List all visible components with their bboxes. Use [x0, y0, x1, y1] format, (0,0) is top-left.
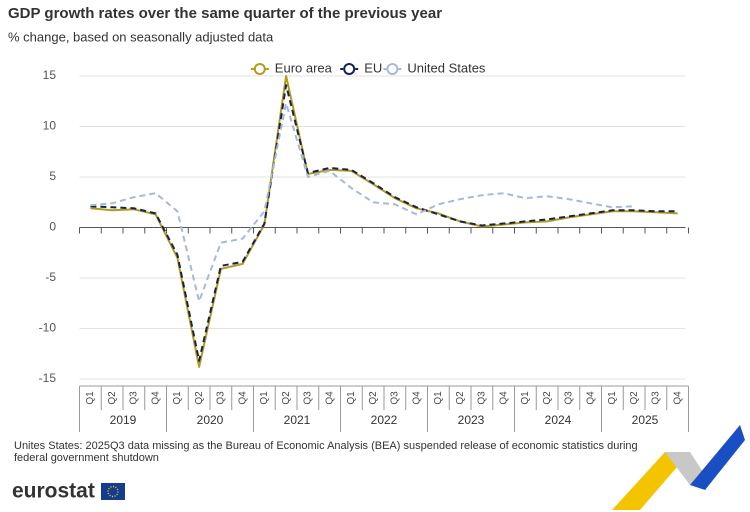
- x-tick-label: Q3: [216, 391, 227, 405]
- decor: [665, 452, 705, 485]
- x-group-label: 2024: [545, 413, 572, 427]
- x-group-label: 2025: [632, 413, 659, 427]
- y-tick-label: -5: [45, 270, 56, 284]
- x-tick-label: Q2: [194, 391, 205, 405]
- x-tick-label: Q2: [281, 391, 292, 405]
- series-line: [90, 102, 635, 303]
- chart-subtitle: % change, based on seasonally adjusted d…: [8, 29, 274, 44]
- x-tick-label: Q2: [107, 391, 118, 405]
- legend-label: EU: [364, 60, 382, 75]
- y-tick-label: 10: [43, 119, 57, 133]
- x-tick-label: Q1: [346, 391, 357, 405]
- x-tick-label: Q1: [607, 391, 618, 405]
- series-line: [90, 75, 678, 368]
- x-group-label: 2021: [284, 413, 311, 427]
- y-tick-label: -15: [39, 371, 57, 385]
- x-tick-label: Q1: [172, 391, 183, 405]
- x-tick-label: Q4: [672, 391, 683, 405]
- x-tick-label: Q3: [477, 391, 488, 405]
- y-tick-label: 0: [49, 220, 56, 234]
- x-group-label: 2020: [197, 413, 224, 427]
- x-tick-label: Q2: [629, 391, 640, 405]
- x-tick-label: Q3: [129, 391, 140, 405]
- footnote: Unites States: 2025Q3 data missing as th…: [14, 440, 638, 452]
- y-tick-label: 15: [43, 68, 57, 82]
- x-group-label: 2023: [458, 413, 485, 427]
- x-tick-label: Q4: [498, 391, 509, 405]
- x-tick-label: Q2: [368, 391, 379, 405]
- legend-label: Euro area: [275, 60, 333, 75]
- legend-marker: [343, 63, 356, 75]
- x-tick-label: Q3: [651, 391, 662, 405]
- x-tick-label: Q1: [85, 391, 96, 405]
- x-tick-label: Q4: [150, 391, 161, 405]
- x-group-label: 2022: [371, 413, 398, 427]
- x-tick-label: Q4: [411, 391, 422, 405]
- legend-marker: [386, 63, 399, 75]
- x-tick-label: Q1: [520, 391, 531, 405]
- x-tick-label: Q2: [542, 391, 553, 405]
- decor: [612, 452, 690, 510]
- decor: [690, 425, 745, 490]
- x-tick-label: Q1: [259, 391, 270, 405]
- chart-title: GDP growth rates over the same quarter o…: [8, 5, 442, 22]
- series-line: [90, 84, 678, 362]
- y-tick-label: 5: [49, 169, 56, 183]
- x-tick-label: Q4: [237, 391, 248, 405]
- legend-label: United States: [407, 60, 486, 75]
- x-tick-label: Q3: [390, 391, 401, 405]
- x-tick-label: Q2: [455, 391, 466, 405]
- legend-marker: [253, 63, 266, 75]
- eu-flag: [101, 483, 125, 500]
- x-tick-label: Q4: [324, 391, 335, 405]
- x-group-label: 2019: [110, 413, 137, 427]
- eu-flag-stars: [107, 485, 119, 498]
- x-tick-label: Q3: [564, 391, 575, 405]
- logo-text: eurostat: [12, 480, 95, 503]
- x-tick-label: Q3: [303, 391, 314, 405]
- x-tick-label: Q4: [585, 391, 596, 405]
- footnote: federal government shutdown: [14, 452, 159, 464]
- x-tick-label: Q1: [433, 391, 444, 405]
- y-tick-label: -10: [39, 321, 57, 335]
